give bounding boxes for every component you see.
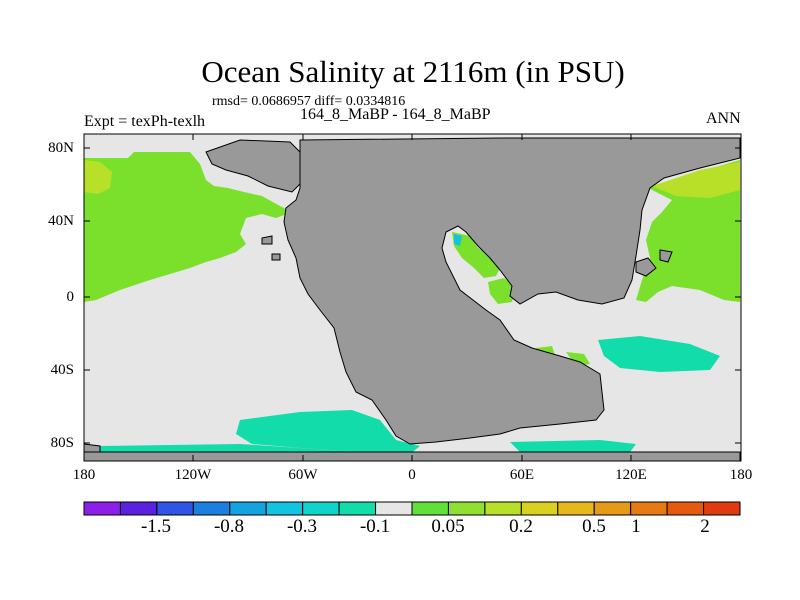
y-tick-label: 80N xyxy=(48,140,74,156)
south-cyan-edge xyxy=(510,440,636,452)
east-archipelago-1 xyxy=(635,257,657,277)
plot-subtitle: 164_8_MaBP - 164_8_MaBP xyxy=(300,106,491,123)
tethys-green-1 xyxy=(452,232,502,278)
colorbar-label: 0.2 xyxy=(509,516,533,537)
x-tick-label: 180 xyxy=(72,467,96,483)
north-pacific-green xyxy=(84,152,292,302)
north-america-land xyxy=(205,139,303,193)
colorbar-label: -0.3 xyxy=(286,516,318,537)
land-masses xyxy=(83,137,741,462)
south-cyan-band xyxy=(236,410,420,454)
plot-title: Ocean Salinity at 2116m (in PSU) xyxy=(201,54,625,89)
colorbar-label: 0.05 xyxy=(431,516,465,537)
x-tick-label: 60W xyxy=(288,467,318,483)
axis-ticks xyxy=(83,134,742,461)
colorbar-label: -1.5 xyxy=(140,516,172,537)
arctic-yellow-green xyxy=(84,160,112,194)
colorbar-label: -0.1 xyxy=(359,516,391,537)
colorbar-label: 2 xyxy=(700,516,710,537)
tethys-green-2 xyxy=(488,278,516,304)
west-coast-islands xyxy=(261,235,273,245)
north-atlantic-yellow xyxy=(652,162,740,198)
x-tick-label: 120E xyxy=(615,467,647,483)
tethys-cyan xyxy=(454,234,462,246)
y-tick-label: 40N xyxy=(48,213,74,229)
positive-anomaly-regions xyxy=(84,152,740,366)
colorbar-label: 0.5 xyxy=(582,516,606,537)
y-tick-label: 0 xyxy=(66,289,75,305)
y-tick-label: 40S xyxy=(50,362,74,378)
colorbar-label: 1 xyxy=(631,516,641,537)
south-cyan-east xyxy=(598,336,720,372)
season-label: ANN xyxy=(706,110,741,127)
x-tick-label: 120W xyxy=(174,467,212,483)
x-tick-label: 60E xyxy=(509,467,535,483)
x-tick-label: 0 xyxy=(408,467,416,483)
pangea-land xyxy=(283,137,741,445)
x-tick-label: 180 xyxy=(729,467,753,483)
y-tick-label: 80S xyxy=(50,435,74,451)
tethys-green-5 xyxy=(566,352,590,366)
colorbar-label: -0.8 xyxy=(213,516,245,537)
experiment-label: Expt = texPh-texlh xyxy=(84,113,206,130)
stats-line: rmsd= 0.0686957 diff= 0.0334816 xyxy=(212,94,406,109)
small-island-west xyxy=(271,253,281,261)
east-archipelago-2 xyxy=(659,249,673,263)
